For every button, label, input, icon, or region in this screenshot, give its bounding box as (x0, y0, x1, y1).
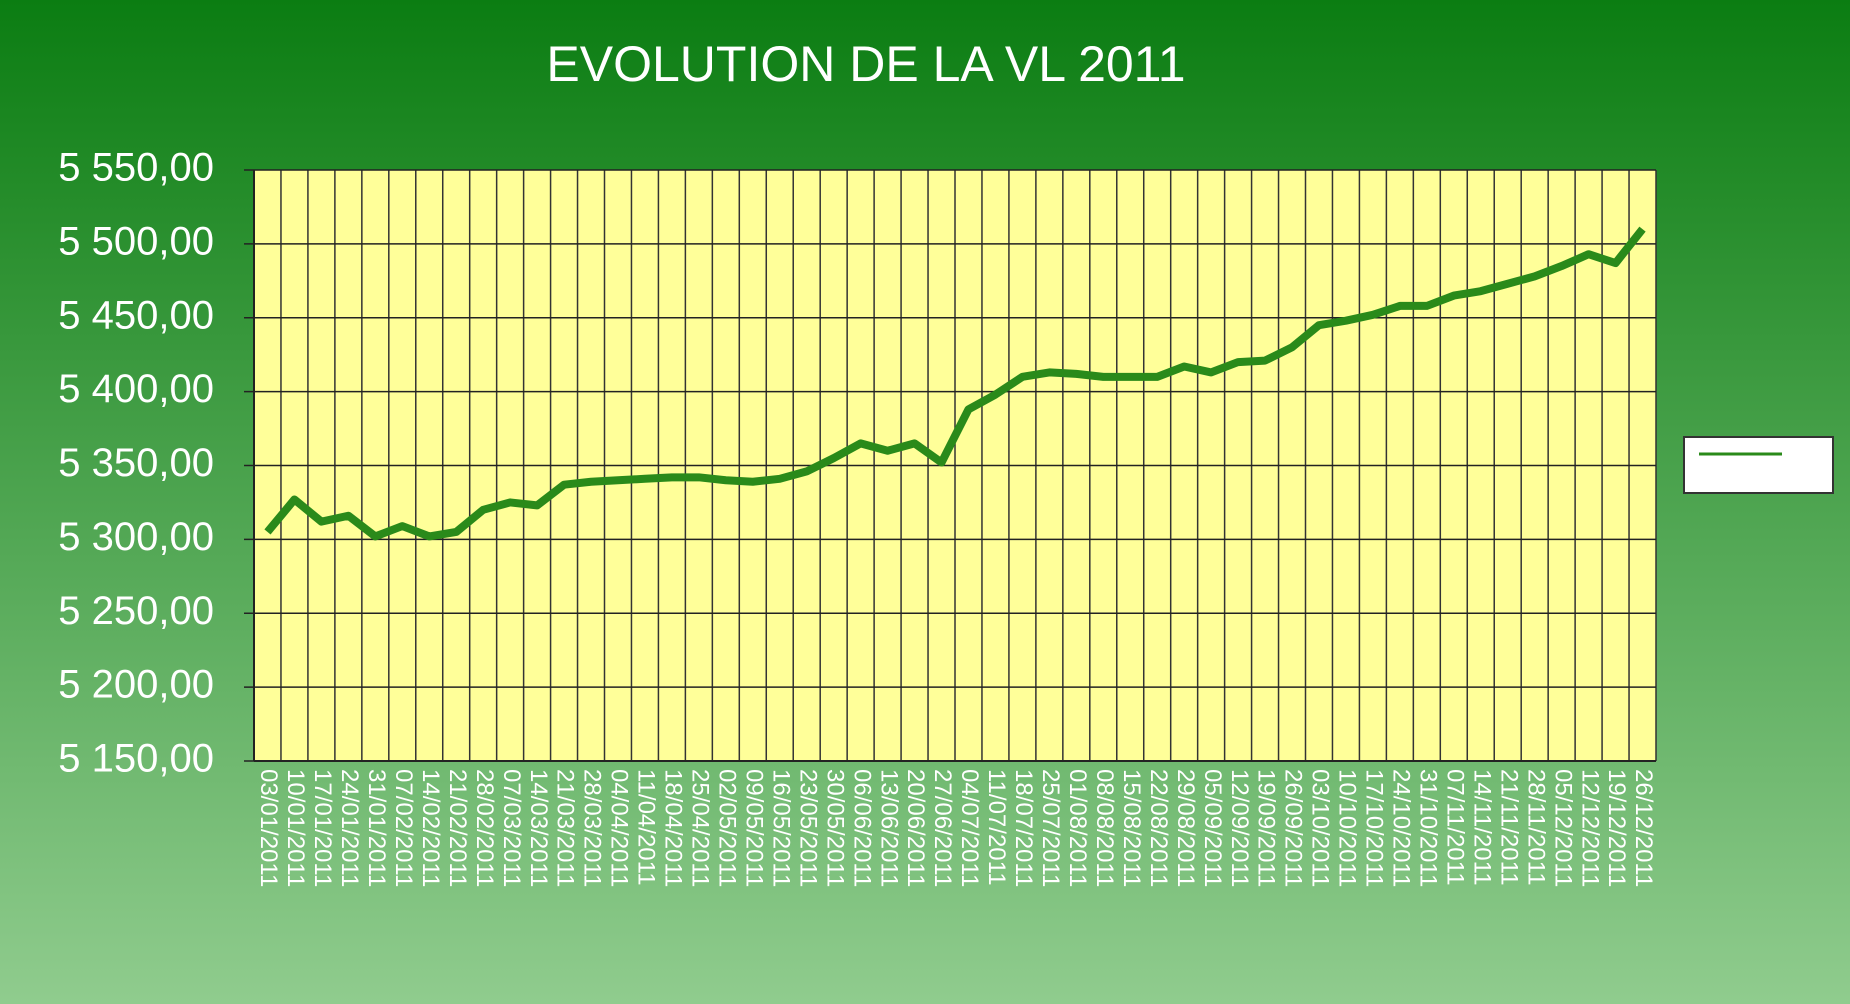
x-tick-label: 25/07/2011 (1037, 769, 1064, 887)
x-tick-label: 11/07/2011 (983, 769, 1010, 886)
x-tick-label: 07/03/2011 (498, 769, 525, 887)
y-tick-label: 5 400,00 (58, 367, 214, 411)
x-tick-label: 27/06/2011 (929, 769, 956, 887)
x-tick-label: 05/09/2011 (1199, 769, 1226, 887)
x-tick-label: 25/04/2011 (687, 769, 714, 887)
x-tick-label: 15/08/2011 (1118, 769, 1145, 887)
x-tick-label: 07/02/2011 (390, 769, 417, 887)
x-tick-label: 17/10/2011 (1361, 769, 1388, 887)
chart-title: EVOLUTION DE LA VL 2011 (546, 36, 1185, 92)
x-tick-label: 01/08/2011 (1064, 769, 1091, 887)
x-tick-label: 23/05/2011 (794, 769, 821, 887)
x-tick-label: 30/05/2011 (821, 769, 848, 887)
x-tick-label: 21/02/2011 (444, 769, 471, 887)
x-tick-label: 14/02/2011 (417, 769, 444, 887)
x-tick-label: 05/12/2011 (1549, 769, 1576, 887)
x-tick-label: 19/09/2011 (1253, 769, 1280, 887)
x-tick-label: 03/01/2011 (255, 769, 282, 887)
x-tick-label: 20/06/2011 (902, 769, 929, 887)
x-tick-label: 26/12/2011 (1630, 769, 1657, 887)
x-tick-label: 16/05/2011 (767, 769, 794, 887)
line (264, 226, 1646, 541)
y-tick-label: 5 550,00 (58, 146, 214, 190)
x-tick-label: 07/11/2011 (1441, 769, 1468, 886)
x-tick-label: 14/03/2011 (525, 769, 552, 887)
y-tick-label: 5 350,00 (58, 441, 214, 485)
x-tick-label: 19/12/2011 (1603, 769, 1630, 887)
x-tick-label: 21/11/2011 (1495, 769, 1522, 886)
x-tick-label: 04/07/2011 (956, 769, 983, 887)
x-tick-label: 02/05/2011 (713, 769, 740, 887)
x-tick-label: 03/10/2011 (1307, 769, 1334, 887)
x-tick-label: 13/06/2011 (875, 769, 902, 887)
x-tick-label: 18/04/2011 (660, 769, 687, 887)
x-tick-label: 28/02/2011 (471, 769, 498, 887)
x-tick-label: 17/01/2011 (309, 769, 336, 887)
x-tick-label: 29/08/2011 (1172, 769, 1199, 887)
y-tick-label: 5 500,00 (58, 219, 214, 263)
x-tick-label: 10/01/2011 (282, 769, 309, 887)
x-tick-label: 06/06/2011 (848, 769, 875, 887)
x-tick-label: 22/08/2011 (1145, 769, 1172, 887)
x-tick-label: 21/03/2011 (552, 769, 579, 887)
x-tick-label: 24/01/2011 (336, 769, 363, 887)
x-tick-label: 11/04/2011 (633, 769, 660, 886)
y-tick-label: 5 250,00 (58, 589, 214, 633)
x-tick-label: 08/08/2011 (1091, 769, 1118, 887)
x-tick-label: 18/07/2011 (1010, 769, 1037, 887)
x-tick-label: 04/04/2011 (606, 769, 633, 887)
y-tick-label: 5 300,00 (58, 515, 214, 559)
x-tick-label: 14/11/2011 (1468, 769, 1495, 886)
x-tick-label: 28/11/2011 (1522, 769, 1549, 886)
x-tick-label: 09/05/2011 (740, 769, 767, 887)
x-tick-label: 31/10/2011 (1414, 769, 1441, 887)
x-tick-label: 12/09/2011 (1226, 769, 1253, 887)
x-tick-label: 10/10/2011 (1334, 769, 1361, 887)
x-tick-label: 26/09/2011 (1280, 769, 1307, 887)
legend-box (1683, 436, 1834, 494)
x-tick-label: 12/12/2011 (1576, 769, 1603, 887)
y-tick-label: 5 450,00 (58, 293, 214, 337)
y-tick-label: 5 150,00 (58, 737, 214, 781)
x-tick-label: 28/03/2011 (579, 769, 606, 887)
y-tick-label: 5 200,00 (58, 663, 214, 707)
x-tick-label: 31/01/2011 (363, 769, 390, 887)
x-tick-label: 24/10/2011 (1388, 769, 1415, 887)
